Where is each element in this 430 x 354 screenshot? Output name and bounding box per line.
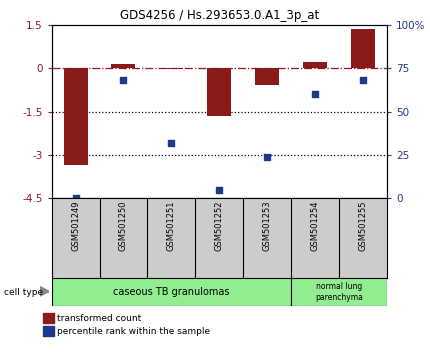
Bar [147,198,195,278]
Title: GDS4256 / Hs.293653.0.A1_3p_at: GDS4256 / Hs.293653.0.A1_3p_at [120,9,319,22]
Text: GSM501252: GSM501252 [215,201,224,251]
Bar [243,198,291,278]
Text: transformed count: transformed count [57,314,141,323]
Bar [111,64,135,68]
Text: caseous TB granulomas: caseous TB granulomas [113,287,230,297]
Point [168,140,175,145]
Bar [52,198,99,278]
Bar [291,278,387,306]
Bar [52,278,291,306]
Bar [99,198,147,278]
Bar [351,29,375,68]
Bar [207,68,231,116]
Text: GSM501250: GSM501250 [119,201,128,251]
Text: GSM501253: GSM501253 [263,201,272,251]
Point [312,91,319,97]
Text: percentile rank within the sample: percentile rank within the sample [57,327,210,336]
Bar [160,68,183,69]
Text: GSM501249: GSM501249 [71,201,80,251]
Bar [303,62,327,68]
Point [72,195,79,201]
Text: GSM501254: GSM501254 [310,201,319,251]
Text: GSM501255: GSM501255 [359,201,368,251]
Bar [339,198,387,278]
Point [359,78,366,83]
Polygon shape [40,287,49,296]
Bar [255,68,279,86]
Point [120,78,127,83]
Text: cell type: cell type [4,287,43,297]
Bar [291,198,339,278]
Point [216,187,223,193]
Point [264,154,270,159]
Text: normal lung
parenchyma: normal lung parenchyma [315,282,363,302]
Bar [64,68,88,165]
Text: GSM501251: GSM501251 [167,201,176,251]
Bar [195,198,243,278]
